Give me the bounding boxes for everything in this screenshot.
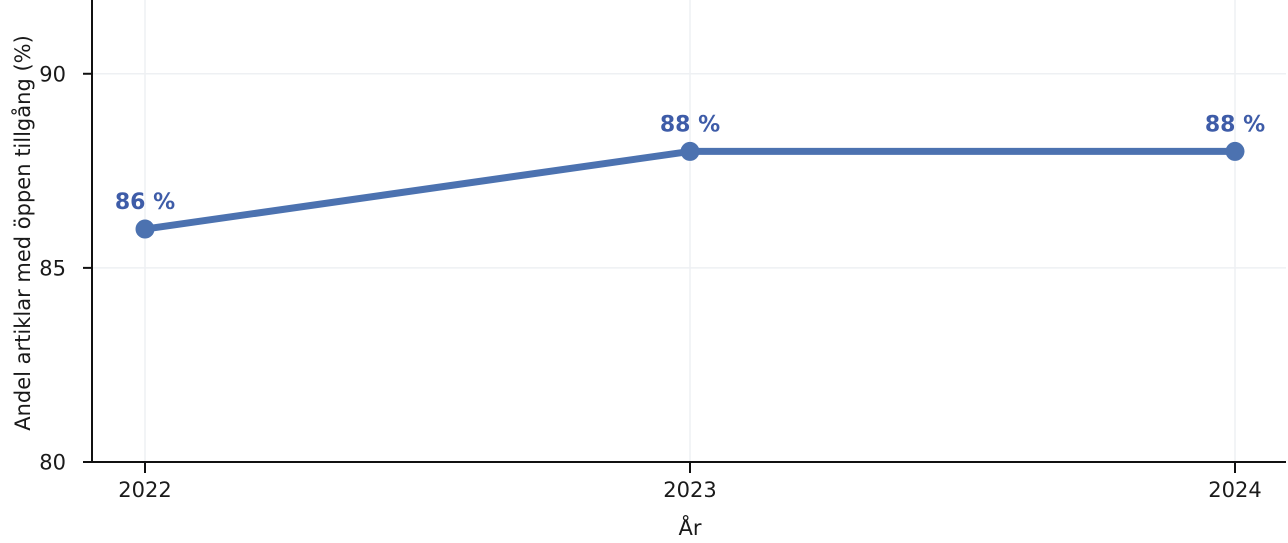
y-tick-label: 80 — [39, 451, 66, 475]
grid-layer — [92, 0, 1286, 462]
y-tick-label: 85 — [39, 256, 66, 280]
data-point — [680, 141, 700, 161]
x-axis-label: År — [679, 514, 702, 540]
x-tick-label: 2023 — [663, 478, 716, 502]
data-point — [1225, 141, 1245, 161]
x-tick-label: 2024 — [1208, 478, 1261, 502]
data-label-layer: 86 % 88 % 88 % — [115, 112, 1265, 215]
data-series-layer — [135, 141, 1245, 239]
x-tick-label: 2022 — [118, 478, 171, 502]
data-point — [135, 219, 155, 239]
data-point-label: 86 % — [115, 190, 175, 215]
axis-layer: 80 85 90 2022 2023 2024 — [39, 0, 1286, 502]
y-tick-label: 90 — [39, 62, 66, 86]
y-axis-label: Andel artiklar med öppen tillgång (%) — [10, 35, 35, 431]
data-point-label: 88 % — [660, 112, 720, 137]
data-point-label: 88 % — [1205, 112, 1265, 137]
